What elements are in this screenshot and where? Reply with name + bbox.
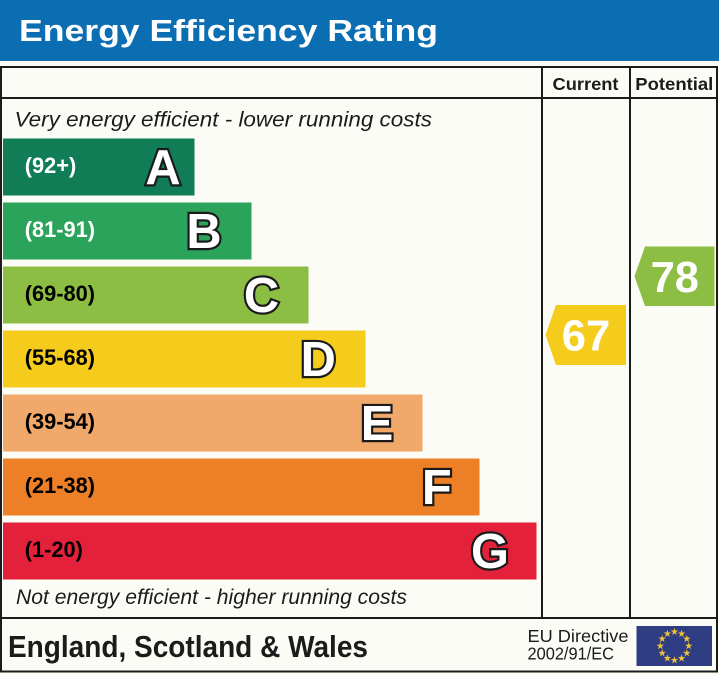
svg-text:(55-68): (55-68) <box>25 345 95 370</box>
svg-text:Energy Efficiency Rating: Energy Efficiency Rating <box>19 15 438 48</box>
svg-text:(69-80): (69-80) <box>25 281 95 306</box>
svg-text:(21-38): (21-38) <box>25 473 95 498</box>
svg-text:B: B <box>186 205 221 259</box>
svg-text:D: D <box>301 333 336 387</box>
svg-text:C: C <box>244 269 279 323</box>
svg-text:Not energy efficient - higher: Not energy efficient - higher running co… <box>16 586 407 609</box>
svg-text:EU Directive: EU Directive <box>528 626 629 646</box>
svg-text:67: 67 <box>562 313 610 361</box>
svg-text:2002/91/EC: 2002/91/EC <box>528 644 615 664</box>
svg-text:England, Scotland & Wales: England, Scotland & Wales <box>8 630 368 664</box>
svg-text:F: F <box>422 461 452 515</box>
svg-text:(92+): (92+) <box>25 153 77 178</box>
svg-text:78: 78 <box>651 254 699 302</box>
svg-text:(1-20): (1-20) <box>25 537 83 562</box>
svg-text:Current: Current <box>553 74 619 94</box>
svg-text:(39-54): (39-54) <box>25 409 95 434</box>
svg-text:E: E <box>361 397 394 451</box>
svg-text:Very energy efficient - lower: Very energy efficient - lower running co… <box>15 108 433 131</box>
svg-text:A: A <box>145 141 180 195</box>
svg-text:Potential: Potential <box>635 74 713 94</box>
svg-text:(81-91): (81-91) <box>25 217 95 242</box>
svg-text:G: G <box>471 525 509 579</box>
